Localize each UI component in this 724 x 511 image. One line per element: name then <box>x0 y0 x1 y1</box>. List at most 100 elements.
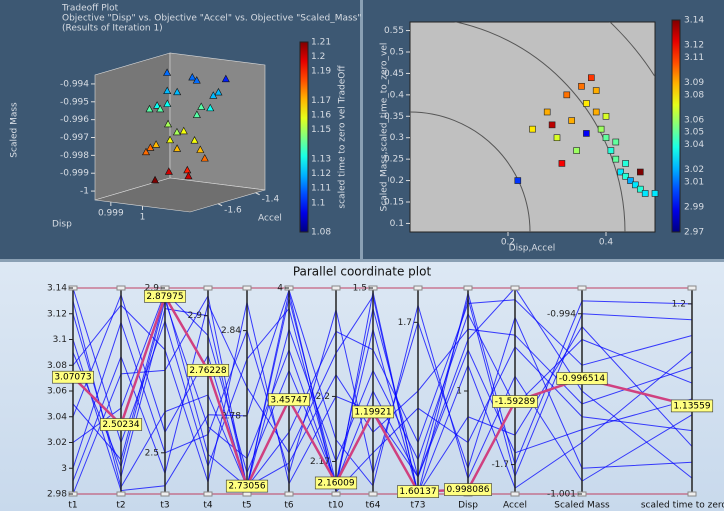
axis-handle <box>242 491 252 497</box>
point <box>190 136 199 144</box>
point <box>152 140 161 148</box>
x-tick-label: 0.2 <box>501 238 515 248</box>
z-tick-label: -0.994 <box>60 79 89 89</box>
z-tick-label: -0.997 <box>60 133 89 143</box>
colorbar-tick-label: 3.05 <box>684 128 704 138</box>
floor <box>94 177 266 213</box>
y-tick-label: 0.45 <box>384 69 404 79</box>
colorbar-tick-label: 3.14 <box>684 16 704 26</box>
colorbar-tick-label: 1.15 <box>311 125 331 135</box>
point <box>543 108 551 116</box>
tick-label: 2.84 <box>221 326 241 336</box>
point <box>563 91 571 99</box>
point <box>192 76 201 84</box>
y-tick-label: 0.1 <box>390 219 404 229</box>
y-tick-label: 0.2 <box>390 176 404 186</box>
tick-label: -1.001 <box>547 490 576 500</box>
tick-label: 3.14 <box>47 284 67 294</box>
point <box>617 168 625 176</box>
colorbar-tick-label: 3.09 <box>684 78 704 88</box>
point <box>183 165 192 174</box>
axis-handle <box>463 285 473 291</box>
axis-label: scaled time to zero vel <box>641 501 724 511</box>
z-tick-label: -0.998 <box>60 151 89 161</box>
value-box <box>314 476 358 490</box>
point <box>214 87 223 96</box>
point <box>558 160 566 167</box>
colorbar-tick-label: 1.2 <box>311 52 325 62</box>
point <box>179 126 188 135</box>
value-box <box>444 483 492 496</box>
point <box>172 127 181 136</box>
tick-label: 2.78 <box>221 411 241 421</box>
axis-handle <box>368 491 378 497</box>
axis-handle <box>116 491 126 497</box>
point <box>141 147 151 156</box>
chart-title: Tradeoff Plot <box>61 4 119 14</box>
y-tick-label: 0.3 <box>390 133 404 143</box>
colorbar-tick-label: 1.21 <box>311 38 331 48</box>
axis-handle <box>687 491 697 497</box>
colorbar <box>671 19 681 233</box>
axis-label: t3 <box>160 501 169 511</box>
value-label: 1.19921 <box>354 407 391 417</box>
y-tick-label: 0.55 <box>384 26 404 36</box>
point <box>173 144 182 152</box>
value-box <box>670 399 714 413</box>
tick-label: 3.06 <box>47 387 67 397</box>
tick-label: 1 <box>456 387 462 397</box>
y-tick-label: 0.4 <box>390 90 405 100</box>
value-label: 3.07073 <box>54 373 91 383</box>
point <box>209 91 218 99</box>
tick-label: 3.12 <box>47 309 67 319</box>
value-label: -1.59289 <box>495 397 536 407</box>
point <box>622 160 629 167</box>
axis-handle <box>413 285 423 291</box>
y-tick-label: 0.5 <box>390 48 404 58</box>
point <box>529 125 536 133</box>
value-label: 2.50234 <box>102 420 139 430</box>
colorbar-tick-label: 3.06 <box>684 115 704 125</box>
x-tick-label: 1 <box>140 213 146 223</box>
axis-label: t73 <box>411 501 426 511</box>
point <box>583 100 590 107</box>
y-tick-label: -1.4 <box>262 194 280 204</box>
point <box>153 101 162 109</box>
tick-label: 3 <box>61 464 67 474</box>
point <box>164 119 173 128</box>
axis-handle <box>510 491 520 497</box>
colorbar-tick-label: 3.04 <box>684 140 704 150</box>
colorbar-tick-label: 1.12 <box>311 169 331 179</box>
colorbar-tick-label: 1.16 <box>311 111 331 121</box>
point <box>592 108 600 116</box>
axis-label: t10 <box>329 501 344 511</box>
tick-label: 3.1 <box>53 335 67 345</box>
colorbar-tick-label: 1.19 <box>311 67 331 77</box>
tick-label: 3.08 <box>47 361 67 371</box>
wall <box>169 52 266 191</box>
point <box>622 172 629 180</box>
point <box>184 171 193 180</box>
axis-handle <box>242 285 252 291</box>
value-label: 2.73056 <box>228 482 265 492</box>
point <box>651 190 659 197</box>
tick-label: 1.7 <box>398 318 412 328</box>
point <box>636 168 644 176</box>
y-axis-label: Accel <box>258 214 282 224</box>
value-label: 2.76228 <box>189 366 226 376</box>
point <box>196 145 205 153</box>
colorbar-tick-label: 3.01 <box>684 178 704 188</box>
axis-handle <box>203 285 213 291</box>
point <box>612 155 620 163</box>
tick-label: 2.2 <box>316 392 330 402</box>
value-box <box>144 290 186 303</box>
axis-handle <box>510 285 520 291</box>
colorbar-tick-label: 1.11 <box>311 184 331 194</box>
tick <box>217 203 223 207</box>
axis-label: Disp <box>458 501 478 511</box>
axis-label: t1 <box>68 501 77 511</box>
z-axis-label: Scaled Mass <box>10 102 20 158</box>
point <box>578 82 585 90</box>
point <box>597 125 605 133</box>
